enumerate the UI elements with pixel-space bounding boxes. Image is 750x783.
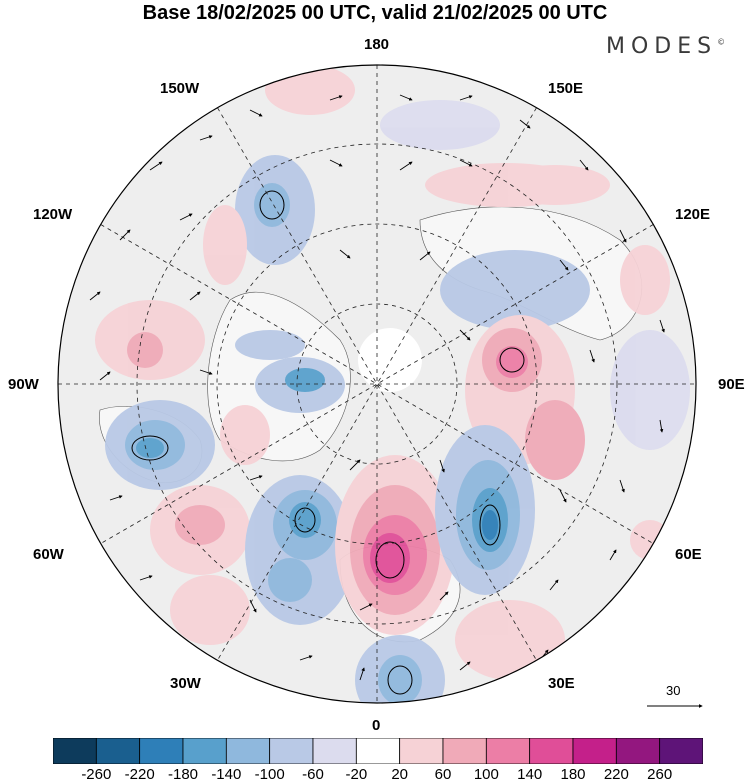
polar-cap: [358, 328, 422, 392]
lon-label-120e: 120E: [675, 206, 711, 223]
colorbar-swatch: [659, 738, 703, 764]
colorbar-swatch: [615, 738, 661, 764]
anomaly-shading: [95, 65, 690, 703]
colorbar-swatch: [355, 738, 401, 764]
colorbar-tick-label: 260: [647, 766, 673, 783]
lon-label-60w: 60W: [33, 546, 64, 563]
modes-logo: MODES©: [606, 34, 725, 59]
colorbar-tick-label: -140: [211, 766, 242, 783]
colorbar-tick-label: -60: [302, 766, 324, 783]
height-contours: [131, 190, 525, 695]
colorbar-swatch: [95, 738, 141, 764]
lon-label-30w: 30W: [170, 675, 201, 692]
colorbar-swatch: [225, 738, 271, 764]
colorbar-tick-label: 140: [517, 766, 543, 783]
lon-label-180: 180: [364, 36, 390, 53]
lon-label-0: 0: [372, 717, 381, 734]
map-disc: [58, 65, 696, 703]
lon-label-90w: 90W: [8, 376, 39, 393]
colorbar-tick-label: 20: [391, 766, 408, 783]
lon-label-150e: 150E: [548, 80, 584, 97]
colorbar: [53, 738, 703, 764]
colorbar-tick-label: 60: [434, 766, 452, 783]
brand-mark: ©: [717, 37, 726, 47]
colorbar-swatch: [442, 738, 487, 764]
colorbar-swatch: [312, 738, 357, 764]
lon-label-120w: 120W: [33, 206, 73, 223]
colorbar-swatch: [529, 738, 574, 764]
colorbar-swatch: [53, 738, 97, 764]
vector-scale-label: 30: [666, 683, 681, 698]
colorbar-swatch: [139, 738, 184, 764]
colorbar-tick-label: 220: [603, 766, 629, 783]
colorbar-tick-label: 100: [473, 766, 499, 783]
brand-text: MODES: [606, 34, 718, 59]
map-title: Base 18/02/2025 00 UTC, valid 21/02/2025…: [142, 2, 608, 24]
lon-label-90e: 90E: [718, 376, 745, 393]
colorbar-swatch: [269, 738, 314, 764]
colorbar-tick-label: -220: [124, 766, 155, 783]
colorbar-swatch: [572, 738, 617, 764]
colorbar-tick-label: -180: [167, 766, 199, 783]
colorbar-swatch: [182, 738, 227, 764]
colorbar-tick-label: -20: [345, 766, 368, 783]
lon-label-150w: 150W: [160, 80, 200, 97]
colorbar-swatch: [485, 738, 531, 764]
colorbar-tick-label: -260: [81, 766, 112, 783]
colorbar-tick-label: -100: [254, 766, 285, 783]
map-boundary: [57, 64, 697, 704]
colorbar-tick-label: 180: [560, 766, 586, 783]
graticule: [58, 65, 696, 703]
lon-label-30e: 30E: [548, 675, 575, 692]
lon-label-60e: 60E: [675, 546, 702, 563]
colorbar-swatch: [399, 738, 444, 764]
